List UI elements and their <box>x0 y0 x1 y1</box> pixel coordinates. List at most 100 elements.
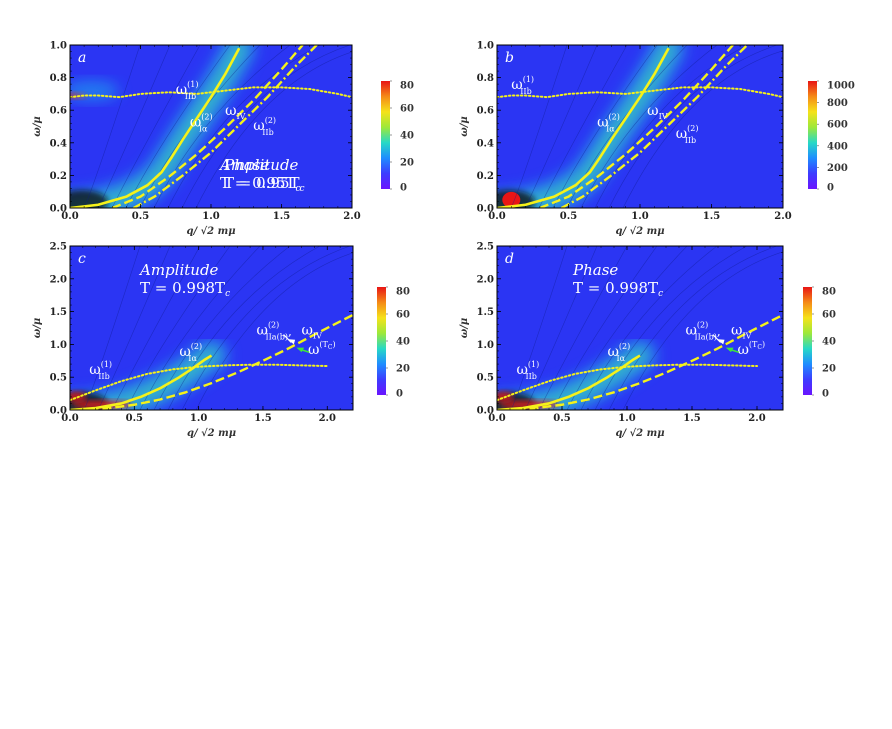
y-tick-label: 0.2 <box>50 171 67 182</box>
curve-label: ω(2) IIb <box>253 116 276 137</box>
y-tick-label: 0.6 <box>477 106 494 117</box>
y-tick-label: 0.5 <box>50 373 67 384</box>
curve-label: ω(2) IIa(b), <box>257 321 292 342</box>
panel-letter: d <box>505 251 514 267</box>
curve-label: ωIV <box>302 323 323 341</box>
curve-dashed <box>76 313 353 410</box>
curve-dashed <box>539 45 734 208</box>
x-tick-label: 1.5 <box>683 413 700 424</box>
colorbar-tick-label: 60 <box>396 310 410 321</box>
colorbar-tick-label: 0 <box>396 389 403 400</box>
curve-label: ω(2) IIb <box>676 124 699 145</box>
colorbar-tick-label: 0 <box>822 389 829 400</box>
x-axis-label: q/ √2 mμ <box>615 225 664 237</box>
heatmap-area <box>497 246 783 410</box>
annotation-temperature: T = 0.998Tc <box>140 279 230 299</box>
y-tick-label: 1.0 <box>477 340 494 351</box>
y-tick-label: 0.0 <box>477 406 494 417</box>
plot-background <box>497 246 783 410</box>
panel-b: 0.0 0.5 1.0 1.5 2.0 0.0 0.2 0.4 0.6 0.8 1.0 q/ √2 m… <box>223 41 855 238</box>
panel-letter: a <box>78 50 86 66</box>
panel-c: 0.0 0.5 1.0 1.5 2.0 0.0 0.5 1.0 1.5 2.0 2.5 q/ √2 m… <box>32 242 410 440</box>
curve-label: ω(2) IIa(b), <box>686 321 721 342</box>
curve-label: ω(TC) <box>308 340 336 358</box>
y-tick-label: 0.0 <box>50 406 67 417</box>
curve-label: ω(2) Iα <box>597 113 620 134</box>
panel-letter: b <box>505 50 514 66</box>
curve-dashed <box>111 45 304 208</box>
panel-d: 0.0 0.5 1.0 1.5 2.0 0.0 0.5 1.0 1.5 2.0 2.5 q/ √2 m… <box>459 242 836 440</box>
colorbar-tick-label: 80 <box>396 287 410 298</box>
x-tick-label: 0.0 <box>488 211 505 222</box>
colorbar-tick-label: 80 <box>822 287 836 298</box>
curve-label: ω(1) IIb <box>517 360 540 381</box>
colorbar-tick-label: 400 <box>827 141 848 152</box>
colorbar-tick-label: 40 <box>400 131 414 142</box>
x-ticks: 0.0 0.5 1.0 1.5 2.0 <box>61 45 361 222</box>
colorbar-gradient <box>808 81 817 189</box>
y-ticks: 0.0 0.2 0.4 0.6 0.8 1.0 <box>50 41 352 215</box>
x-tick-label: 2.0 <box>774 211 791 222</box>
y-axis-label: ω/μ <box>32 318 43 339</box>
colorbar: 0 20 40 60 80 <box>803 287 836 400</box>
curve-solid <box>70 47 241 208</box>
x-tick-label: 0.0 <box>61 211 78 222</box>
y-tick-label: 2.0 <box>477 274 494 285</box>
y-tick-label: 1.5 <box>50 307 67 318</box>
x-tick-label: 2.0 <box>319 413 336 424</box>
curve-dashdot <box>132 45 318 208</box>
colorbar-tick-label: 80 <box>400 81 414 92</box>
y-tick-label: 1.0 <box>50 41 67 52</box>
y-tick-label: 0.2 <box>477 171 494 182</box>
x-tick-label: 2.0 <box>748 413 765 424</box>
curve-dotted <box>497 363 758 402</box>
x-axis-label: q/ √2 mμ <box>615 427 664 439</box>
x-tick-label: 1.5 <box>273 211 290 222</box>
curve-label: ω(1) IIb <box>511 75 534 96</box>
curve-label: ω(1) IIb <box>89 360 112 381</box>
x-tick-label: 1.0 <box>618 413 635 424</box>
y-ticks: 0.0 0.5 1.0 1.5 2.0 2.5 <box>50 242 353 417</box>
colorbar-tick-label: 20 <box>396 364 410 375</box>
heatmap-area <box>70 246 353 410</box>
y-tick-label: 1.0 <box>477 41 494 52</box>
x-tick-label: 2.0 <box>343 211 360 222</box>
curve-solid <box>497 354 641 410</box>
curve-label: ωIV <box>647 103 668 121</box>
y-axis-label: ω/μ <box>459 318 470 339</box>
y-tick-label: 0.0 <box>477 204 494 215</box>
x-tick-label: 1.5 <box>703 211 720 222</box>
y-tick-label: 0.8 <box>50 73 67 84</box>
y-tick-label: 0.6 <box>50 106 67 117</box>
annotation-title: Amplitude <box>218 156 299 174</box>
x-tick-label: 1.5 <box>254 413 271 424</box>
annotation-title: Phase <box>223 156 269 174</box>
curve-dashdot <box>560 45 749 208</box>
x-tick-label: 0.0 <box>488 413 505 424</box>
colorbar-gradient <box>381 81 390 189</box>
x-tick-label: 1.0 <box>631 211 648 222</box>
colorbar-tick-label: 60 <box>400 104 414 115</box>
x-tick-label: 0.5 <box>132 211 149 222</box>
colorbar-tick-label: 40 <box>822 337 836 348</box>
curve-label: ω(2) Iα <box>190 113 213 134</box>
y-tick-label: 0.5 <box>477 373 494 384</box>
colorbar-tick-label: 0 <box>827 183 834 194</box>
curve-solid <box>70 354 213 410</box>
y-tick-label: 1.5 <box>477 307 494 318</box>
curve-label: ωIV <box>731 323 752 341</box>
y-tick-label: 0.0 <box>50 204 67 215</box>
curve-dotted <box>70 363 329 402</box>
annotation-title: Amplitude <box>138 261 219 279</box>
curve-dashed <box>503 313 783 410</box>
y-tick-label: 0.8 <box>477 73 494 84</box>
x-tick-label: 1.0 <box>202 211 219 222</box>
x-tick-label: 0.0 <box>61 413 78 424</box>
colorbar-tick-label: 200 <box>827 163 848 174</box>
colorbar-tick-label: 20 <box>822 364 836 375</box>
heatmap-area <box>497 45 783 208</box>
curve-solid <box>497 47 670 208</box>
curve-dotted <box>70 86 352 99</box>
panel-a: 0.0 0.5 1.0 1.5 2.0 0.0 0.2 0.4 0.6 0.8 1.0 q/ √2 m… <box>32 41 414 238</box>
x-ticks: 0.0 0.5 1.0 1.5 2.0 <box>488 246 784 424</box>
